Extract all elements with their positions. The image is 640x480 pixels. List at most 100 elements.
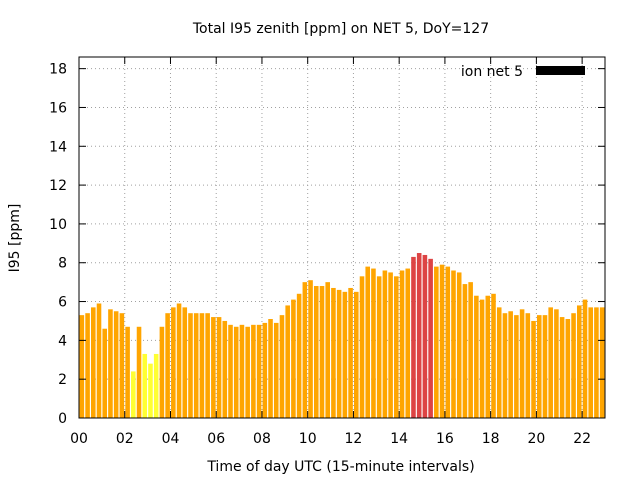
bar	[496, 307, 502, 418]
bar	[588, 307, 593, 418]
bar	[554, 309, 559, 418]
bar	[359, 276, 365, 418]
x-tick-label: 00	[70, 431, 88, 447]
bar	[125, 326, 130, 418]
bar	[451, 270, 456, 418]
bar	[268, 319, 273, 418]
bar	[456, 272, 462, 418]
bar	[548, 307, 553, 418]
bar	[228, 324, 233, 418]
bar	[485, 295, 491, 418]
y-tick-label: 18	[49, 62, 67, 78]
bar	[348, 287, 353, 418]
y-tick-label: 12	[49, 178, 67, 194]
bar	[582, 299, 588, 418]
bar	[302, 282, 308, 418]
bar	[462, 284, 468, 418]
legend-label: ion net 5	[461, 64, 523, 80]
bar	[405, 268, 411, 418]
bar-series	[79, 253, 605, 418]
bar	[193, 313, 199, 418]
x-tick-label: 12	[345, 431, 363, 447]
chart-title: Total I95 zenith [ppm] on NET 5, DoY=127	[192, 21, 489, 37]
bar	[565, 319, 571, 418]
bar	[131, 371, 136, 418]
bar	[285, 305, 290, 418]
y-tick-label: 8	[58, 256, 67, 272]
bar	[336, 289, 342, 418]
y-tick-label: 14	[49, 139, 67, 155]
bar	[176, 303, 182, 418]
bar	[514, 315, 519, 418]
bar	[325, 282, 330, 418]
bar	[354, 291, 359, 418]
x-axis-label: Time of day UTC (15-minute intervals)	[206, 459, 474, 475]
bar	[233, 326, 239, 418]
bar	[113, 311, 119, 418]
bar	[171, 307, 176, 418]
bar	[416, 253, 422, 418]
y-axis-label: I95 [ppm]	[7, 204, 23, 273]
x-tick-label: 18	[482, 431, 500, 447]
y-tick-label: 10	[49, 217, 67, 233]
grid-lines	[79, 57, 605, 418]
bar	[119, 313, 125, 418]
bar	[216, 317, 222, 418]
bar	[256, 324, 262, 418]
bar	[388, 272, 393, 418]
bar	[108, 309, 113, 418]
y-tick-label: 2	[58, 372, 67, 388]
bar	[342, 291, 348, 418]
bar	[365, 266, 371, 418]
legend: ion net 5	[461, 64, 585, 80]
bar	[479, 299, 485, 418]
x-tick-label: 04	[162, 431, 180, 447]
bar	[399, 270, 405, 418]
x-tick-label: 20	[527, 431, 545, 447]
bar	[222, 320, 228, 418]
bar	[594, 307, 599, 418]
bar	[331, 287, 336, 418]
bar	[559, 317, 565, 418]
x-tick-label: 08	[253, 431, 271, 447]
bar	[308, 280, 313, 418]
bar	[542, 315, 548, 418]
bar	[142, 353, 148, 418]
bar	[491, 293, 496, 418]
x-tick-label: 22	[573, 431, 591, 447]
bar	[136, 326, 142, 418]
bar	[531, 320, 536, 418]
bar	[525, 313, 531, 418]
bar	[205, 313, 210, 418]
bar	[291, 299, 296, 418]
bar	[434, 266, 439, 418]
x-tick-labels: 00 02 04 06 08 10 12 14 16 18 20 22	[70, 431, 591, 447]
bar	[79, 315, 85, 418]
bar	[382, 270, 388, 418]
bar	[182, 307, 188, 418]
bar	[519, 309, 525, 418]
y-tick-label: 4	[58, 333, 67, 349]
bar	[502, 313, 508, 418]
bar	[468, 282, 473, 418]
x-tick-label: 06	[207, 431, 225, 447]
bar	[85, 313, 90, 418]
bar	[394, 276, 399, 418]
bar	[239, 324, 245, 418]
bar	[428, 258, 433, 418]
bar	[599, 307, 605, 418]
bar	[91, 307, 96, 418]
x-tick-label: 10	[299, 431, 317, 447]
bar	[439, 264, 445, 418]
bar	[371, 268, 376, 418]
bar	[319, 286, 325, 418]
bar	[262, 322, 268, 418]
plot-frame	[78, 56, 606, 419]
bar	[508, 311, 513, 418]
bar	[96, 303, 102, 418]
x-tick-label: 02	[116, 431, 134, 447]
bar	[422, 254, 428, 418]
y-tick-label: 16	[49, 100, 67, 116]
bar	[199, 313, 205, 418]
